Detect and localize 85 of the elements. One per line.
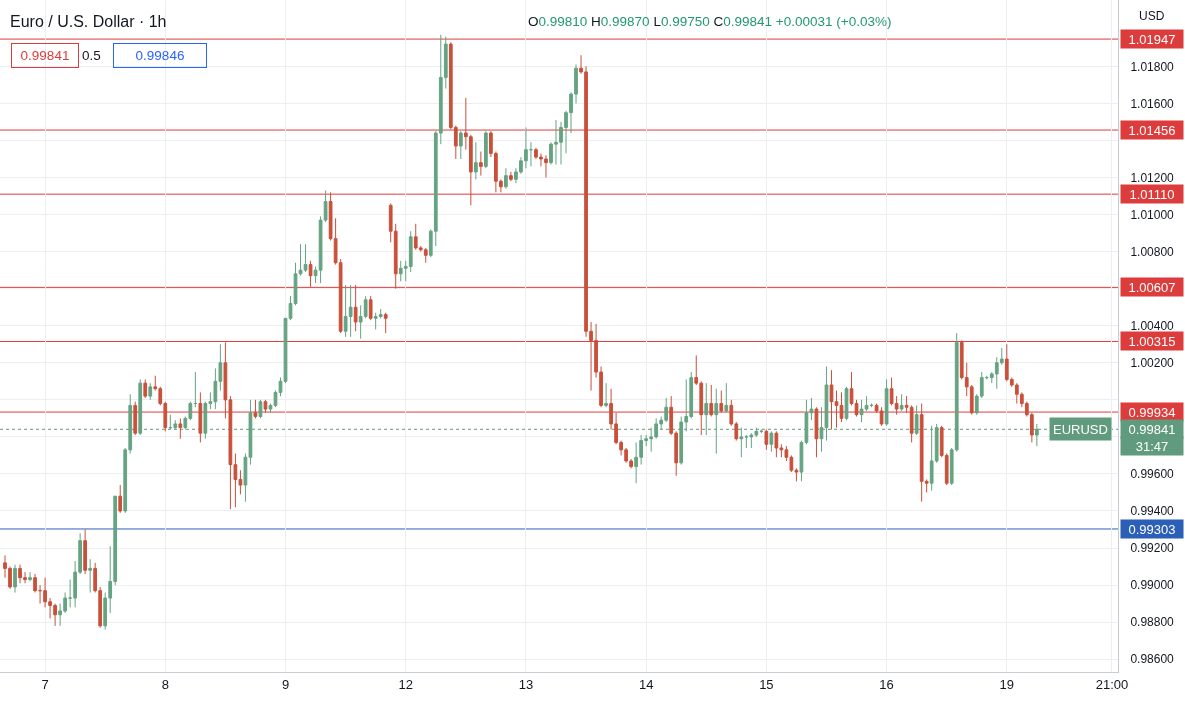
x-tick-label: 12 — [398, 676, 413, 692]
ref-line-label: 1.01110 — [1129, 186, 1175, 202]
y-tick-label: 1.01800 — [1130, 59, 1175, 74]
candlestick — [604, 382, 608, 408]
ref-line-label: 1.01947 — [1128, 31, 1176, 47]
x-tick-label: 14 — [638, 676, 654, 692]
candlestick — [353, 284, 358, 332]
annotation: 0.99846 — [135, 48, 185, 63]
candlestick — [774, 430, 779, 458]
text: Euro / U.S. Dollar · 1h — [10, 12, 167, 30]
candlestick — [473, 141, 478, 180]
candlestick — [133, 401, 138, 436]
annotation: EURUSD — [1053, 421, 1108, 437]
candlestick — [709, 384, 714, 417]
y-tick-label: 0.99200 — [1130, 541, 1175, 556]
text: 31:47 — [1135, 438, 1169, 454]
candlestick — [178, 417, 183, 440]
y-axis-title: USD — [1139, 9, 1165, 23]
x-tick-label: 13 — [518, 676, 534, 692]
y-tick-label: 0.99000 — [1130, 578, 1175, 593]
candlestick — [368, 295, 373, 321]
y-tick-label: 0.98800 — [1130, 615, 1175, 630]
candlestick — [303, 243, 308, 273]
annotation: 0.5 — [82, 48, 101, 63]
candlestick — [879, 406, 884, 427]
y-tick-label: 1.01000 — [1130, 207, 1175, 222]
candlestick — [504, 167, 508, 190]
candlestick — [193, 371, 198, 408]
x-tick-label: 15 — [759, 676, 774, 692]
candlestick — [13, 564, 17, 594]
x-tick-label: 8 — [161, 676, 169, 692]
y-tick-label: 0.99600 — [1130, 467, 1175, 482]
candlestick — [509, 171, 513, 182]
candlestick — [744, 434, 749, 449]
candlestick — [719, 390, 724, 414]
ref-line-label: 1.01456 — [1128, 122, 1176, 138]
ref-line-label: 0.99934 — [1128, 404, 1176, 420]
y-tick-label: 0.98600 — [1130, 652, 1175, 667]
candlestick — [28, 571, 32, 582]
candlestick — [529, 141, 533, 167]
ref-line-label: 0.99841 — [1128, 421, 1176, 437]
text: 0.99841 — [20, 48, 70, 63]
candlestick — [143, 378, 148, 399]
ref-line-label: 1.00607 — [1128, 279, 1176, 295]
candlestick — [263, 399, 268, 414]
y-tick-label: 0.99400 — [1130, 504, 1175, 519]
candlestick — [484, 130, 488, 169]
candlestick — [198, 391, 203, 443]
candlestick — [253, 399, 258, 419]
x-tick-label: 16 — [879, 676, 894, 692]
candlestick — [749, 432, 754, 449]
y-tick-label: 1.00400 — [1130, 318, 1175, 333]
candlestick — [844, 386, 849, 421]
candlestick — [258, 399, 263, 419]
candlestick — [478, 151, 483, 177]
candlestick — [68, 579, 72, 608]
candlestick — [118, 484, 123, 514]
y-tick-label: 1.01200 — [1130, 170, 1175, 185]
candlestick — [38, 584, 42, 605]
y-tick-label: 1.00200 — [1130, 355, 1175, 370]
candlestick — [83, 529, 88, 575]
y-tick-label: 1.01600 — [1130, 96, 1175, 111]
candlestick — [884, 378, 889, 427]
candlestick — [724, 382, 729, 414]
candlestick — [88, 558, 93, 594]
candlestick — [769, 430, 774, 453]
ref-line-label: 1.00315 — [1128, 333, 1176, 349]
candlestick — [764, 428, 769, 451]
x-tick-label: 7 — [41, 676, 49, 692]
candlestick — [383, 312, 388, 334]
ref-line-label: 0.99303 — [1128, 521, 1176, 537]
x-tick-label: 9 — [281, 676, 290, 692]
candlestick — [814, 406, 819, 458]
candlestick — [148, 382, 153, 401]
x-tick-label: 19 — [999, 676, 1015, 692]
annotation: 0.99841 — [723, 14, 773, 29]
candlestick — [423, 247, 428, 264]
x-tick-label: 21:00 — [1095, 676, 1129, 692]
candlestick — [348, 284, 353, 338]
y-tick-label: 1.00800 — [1130, 244, 1175, 259]
candlestick — [33, 573, 37, 594]
candlestick — [308, 260, 313, 288]
candlestick — [458, 130, 463, 160]
candlestick — [138, 378, 143, 436]
candlestick — [899, 393, 904, 412]
